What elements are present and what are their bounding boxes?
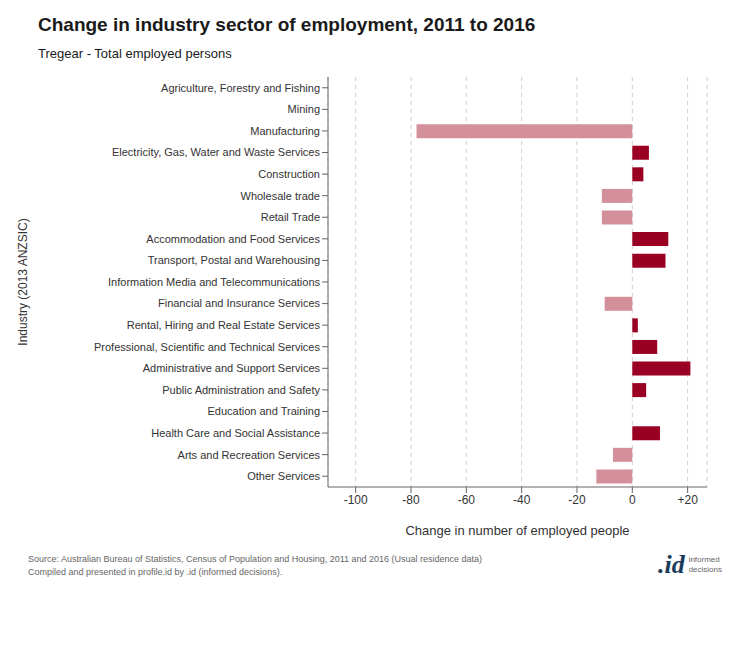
svg-text:Agriculture, Forestry and Fish: Agriculture, Forestry and Fishing <box>161 82 320 94</box>
svg-text:Change in number of employed p: Change in number of employed people <box>405 523 629 538</box>
svg-text:Accommodation and Food Service: Accommodation and Food Services <box>146 233 320 245</box>
html-text:informed: informed <box>688 555 720 564</box>
svg-text:Mining: Mining <box>288 103 320 115</box>
svg-text:Electricity, Gas, Water and Wa: Electricity, Gas, Water and Waste Servic… <box>112 146 321 158</box>
svg-text:Public Administration and Safe: Public Administration and Safety <box>162 384 320 396</box>
html-text:Change in industry sector of e: Change in industry sector of employment,… <box>38 14 536 35</box>
svg-text:Financial and Insurance Servic: Financial and Insurance Services <box>158 297 321 309</box>
svg-text:+20: +20 <box>677 493 698 507</box>
svg-text:Education and Training: Education and Training <box>207 405 320 417</box>
svg-text:Professional, Scientific and T: Professional, Scientific and Technical S… <box>94 341 321 353</box>
svg-text:-40: -40 <box>513 493 531 507</box>
svg-text:-100: -100 <box>344 493 368 507</box>
svg-text:Wholesale trade: Wholesale trade <box>241 190 321 202</box>
svg-text:-60: -60 <box>458 493 476 507</box>
svg-text:Retail Trade: Retail Trade <box>261 211 320 223</box>
svg-text:-20: -20 <box>568 493 586 507</box>
html-text:decisions: decisions <box>688 565 722 574</box>
svg-text:Health Care and Social Assista: Health Care and Social Assistance <box>151 427 320 439</box>
html-text:Source: Australian Bureau of S: Source: Australian Bureau of Statistics,… <box>28 554 483 564</box>
html-text:Compiled and presented in prof: Compiled and presented in profile.id by … <box>28 567 283 577</box>
svg-text:Other Services: Other Services <box>247 470 320 482</box>
svg-text:Arts and Recreation Services: Arts and Recreation Services <box>178 449 321 461</box>
html-text:Tregear - Total employed perso: Tregear - Total employed persons <box>38 46 232 61</box>
svg-text:Construction: Construction <box>258 168 320 180</box>
svg-text:-80: -80 <box>402 493 420 507</box>
svg-text:Manufacturing: Manufacturing <box>250 125 320 137</box>
svg-text:Industry (2013 ANZSIC): Industry (2013 ANZSIC) <box>16 218 30 345</box>
svg-text:0: 0 <box>629 493 636 507</box>
svg-text:Rental, Hiring and Real Estate: Rental, Hiring and Real Estate Services <box>127 319 321 331</box>
html-text:.id: .id <box>657 550 685 579</box>
svg-text:Transport, Postal and Warehous: Transport, Postal and Warehousing <box>148 254 320 266</box>
svg-text:Administrative and Support Ser: Administrative and Support Services <box>143 362 321 374</box>
svg-text:Information Media and Telecomm: Information Media and Telecommunications <box>108 276 320 288</box>
